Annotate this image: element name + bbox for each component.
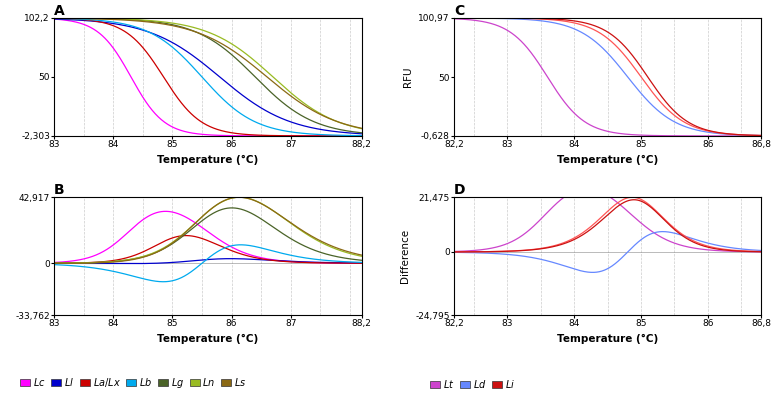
Text: C: C bbox=[454, 4, 464, 18]
Y-axis label: Difference: Difference bbox=[400, 229, 410, 283]
Text: B: B bbox=[54, 183, 65, 197]
Text: D: D bbox=[454, 183, 465, 197]
Text: A: A bbox=[54, 4, 65, 18]
X-axis label: Temperature (°C): Temperature (°C) bbox=[157, 334, 258, 344]
Y-axis label: RFU: RFU bbox=[403, 67, 413, 87]
Legend: $\it{Lt}$, $\it{Ld}$, $\it{Li}$: $\it{Lt}$, $\it{Ld}$, $\it{Li}$ bbox=[430, 378, 515, 390]
X-axis label: Temperature (°C): Temperature (°C) bbox=[557, 155, 659, 165]
Legend: $\it{Lc}$, $\it{Ll}$, $\it{La/Lx}$, $\it{Lb}$, $\it{Lg}$, $\it{Ln}$, $\it{Ls}$: $\it{Lc}$, $\it{Ll}$, $\it{La/Lx}$, $\it… bbox=[20, 376, 246, 390]
X-axis label: Temperature (°C): Temperature (°C) bbox=[157, 155, 258, 165]
X-axis label: Temperature (°C): Temperature (°C) bbox=[557, 334, 659, 344]
